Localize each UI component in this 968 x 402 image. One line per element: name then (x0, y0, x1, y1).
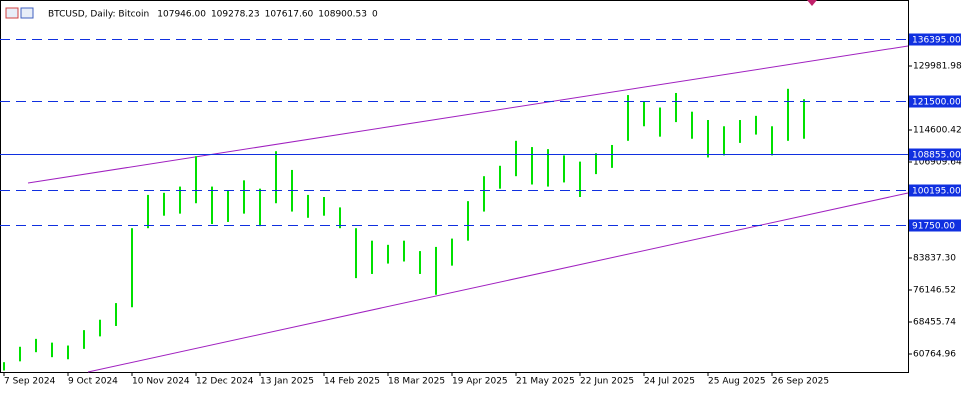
x-tick-label: 12 Dec 2024 (196, 377, 254, 387)
x-tick-label: 24 Jul 2025 (644, 377, 695, 387)
level-label: 108855.00 (912, 151, 961, 161)
icon[interactable] (5, 7, 19, 19)
x-tick-label: 14 Feb 2025 (324, 377, 380, 387)
icon[interactable] (20, 7, 34, 19)
x-tick-label: 7 Sep 2024 (4, 377, 56, 387)
x-tick-label: 19 Apr 2025 (452, 377, 508, 387)
y-tick-label: 114600.42 (913, 125, 962, 135)
level-label: 100195.00 (912, 187, 961, 197)
x-tick-label: 21 May 2025 (516, 377, 575, 387)
toolbar-icon[interactable] (5, 7, 34, 19)
x-tick-label: 18 Mar 2025 (388, 377, 445, 387)
x-tick-label: 22 Jun 2025 (580, 377, 634, 387)
y-tick-label: 68455.74 (913, 317, 956, 327)
quote-value: 109278.23 (211, 10, 260, 20)
level-label-bg (909, 33, 961, 46)
y-tick-label: 60764.96 (913, 349, 956, 359)
plot-frame (0, 0, 909, 373)
level-label-bg (909, 184, 961, 197)
y-tick-label: 129981.98 (913, 61, 962, 71)
level-label: 136395.00 (912, 36, 961, 46)
chart-title: BTCUSD, Daily: Bitcoin (48, 10, 149, 20)
x-tick-label: 13 Jan 2025 (260, 377, 314, 387)
x-tick-label: 9 Oct 2024 (68, 377, 118, 387)
level-label: 91750.00 (912, 222, 955, 232)
quote-value: 107946.00 (157, 10, 206, 20)
x-tick-label: 10 Nov 2024 (132, 377, 190, 387)
quote-value: 0 (372, 10, 378, 20)
level-label-bg (909, 148, 961, 161)
marker (807, 0, 817, 6)
quote-value: 108900.53 (318, 10, 367, 20)
channel-lower (87, 192, 909, 373)
channel-upper (27, 45, 909, 184)
y-tick-label: 106909.64 (913, 157, 962, 167)
y-tick-label: 83837.30 (913, 253, 956, 263)
x-tick-label: 25 Aug 2025 (708, 377, 766, 387)
y-tick-label: 76146.52 (913, 285, 956, 295)
level-label-bg (909, 95, 961, 108)
quote-value: 107617.60 (265, 10, 314, 20)
level-label-bg (909, 219, 961, 232)
x-tick-label: 26 Sep 2025 (772, 377, 829, 387)
level-label: 121500.00 (912, 98, 961, 108)
